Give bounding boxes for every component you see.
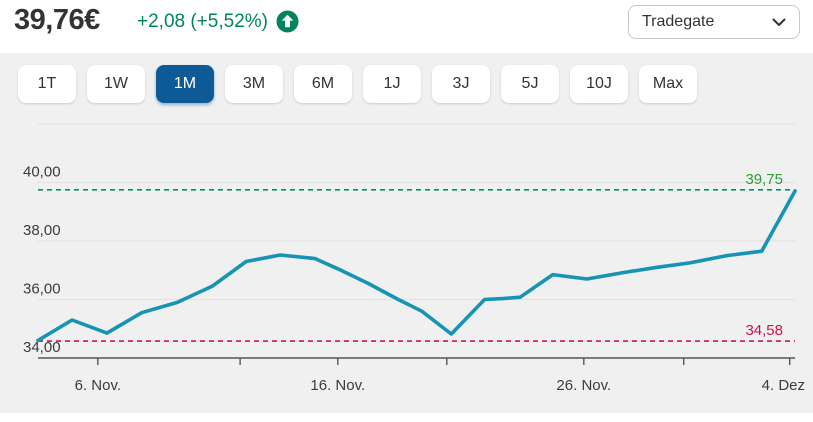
arrow-up-circle-icon — [276, 10, 299, 33]
price-chart: 40,00 38,00 36,00 34,00 39,75 34,58 6. Nov. 16.… — [23, 123, 805, 394]
range-button-5j[interactable]: 5J — [501, 65, 559, 103]
range-button-1t[interactable]: 1T — [18, 65, 76, 103]
x-axis-label: 26. Nov. — [556, 377, 611, 394]
range-button-10j[interactable]: 10J — [570, 65, 628, 103]
price-line — [36, 189, 797, 343]
range-button-max[interactable]: Max — [639, 65, 697, 103]
exchange-select-value: Tradegate — [642, 13, 715, 30]
y-axis-label: 34,00 — [23, 339, 61, 356]
low-value-label: 34,58 — [745, 322, 783, 339]
y-axis-label: 40,00 — [23, 164, 61, 181]
quote-header: 39,76€ +2,08 (+5,52%) Tradegate — [0, 0, 813, 53]
x-axis-label: 16. Nov. — [310, 377, 365, 394]
range-button-1m[interactable]: 1M — [156, 65, 214, 103]
high-value-label: 39,75 — [745, 171, 783, 188]
chart-panel: 1T 1W 1M 3M 6M 1J 3J 5J 10J Max 40,00 38,00 36,00 34… — [0, 53, 813, 413]
range-button-6m[interactable]: 6M — [294, 65, 352, 103]
x-axis-label: 4. Dez — [762, 377, 805, 394]
range-button-1w[interactable]: 1W — [87, 65, 145, 103]
time-range-buttons: 1T 1W 1M 3M 6M 1J 3J 5J 10J Max — [18, 65, 697, 103]
range-button-3j[interactable]: 3J — [432, 65, 490, 103]
price-change: +2,08 (+5,52%) — [137, 10, 299, 33]
x-axis-label: 6. Nov. — [75, 377, 121, 394]
y-axis-label: 36,00 — [23, 281, 61, 298]
current-price: 39,76€ — [14, 4, 100, 36]
exchange-select[interactable]: Tradegate — [628, 5, 800, 39]
range-button-1j[interactable]: 1J — [363, 65, 421, 103]
price-change-text: +2,08 (+5,52%) — [137, 10, 268, 32]
chevron-down-icon — [772, 18, 786, 26]
range-button-3m[interactable]: 3M — [225, 65, 283, 103]
y-axis-label: 38,00 — [23, 222, 61, 239]
